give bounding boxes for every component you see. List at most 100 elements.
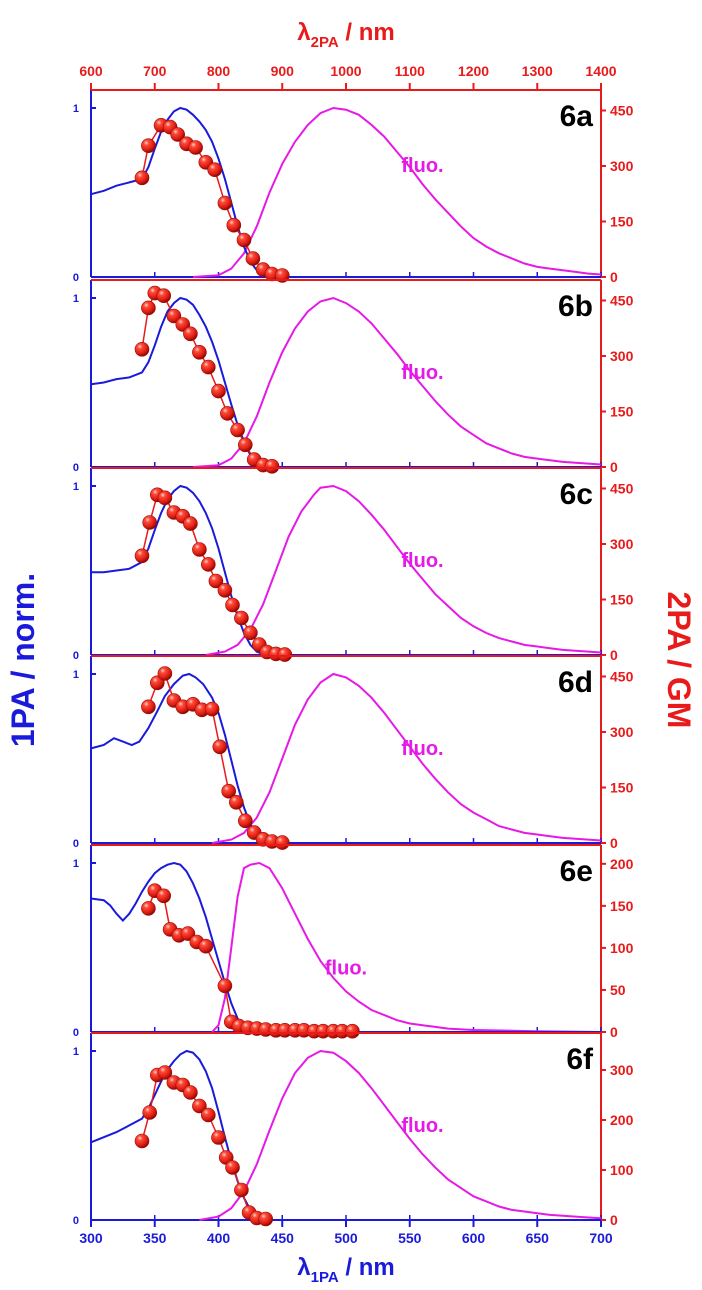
two-photon-point [234, 610, 249, 626]
panel-label: 6a [560, 100, 594, 133]
right-tick-label: 100 [610, 1162, 634, 1178]
two-photon-point [170, 127, 185, 142]
right-tick-label: 0 [610, 269, 618, 285]
two-photon-point [157, 1065, 173, 1080]
two-photon-point [204, 701, 220, 717]
bottom-tick-label: 550 [398, 1230, 422, 1246]
two-photon-point [220, 406, 235, 421]
top-axis-title: λ2PA / nm [297, 19, 394, 51]
two-photon-point [217, 195, 233, 211]
two-photon-point [192, 542, 207, 557]
two-photon-line [141, 124, 283, 277]
fluo-label: fluo. [401, 155, 443, 177]
two-photon-point [345, 1023, 360, 1039]
two-photon-point [221, 783, 236, 799]
two-photon-point [142, 1105, 157, 1120]
two-photon-point [134, 341, 150, 357]
left-tick-label: 1 [73, 1046, 79, 1058]
bottom-tick-label: 350 [143, 1230, 167, 1246]
panel-label: 6f [566, 1043, 594, 1076]
two-photon-point [198, 938, 214, 954]
right-tick-label: 200 [610, 856, 634, 872]
right-tick-label: 150 [610, 780, 634, 796]
two-photon-point [217, 582, 233, 598]
two-photon-point [157, 666, 173, 681]
right-tick-label: 0 [610, 1212, 618, 1228]
fluo-label: fluo. [401, 1115, 443, 1137]
panel-label: 6b [558, 290, 593, 323]
panel-label: 6d [558, 666, 593, 699]
fluorescence-line [211, 672, 602, 844]
top-tick-label: 1200 [458, 63, 489, 79]
two-photon-point [201, 557, 216, 572]
fluo-label: fluo. [401, 550, 443, 572]
left-tick-label: 0 [73, 272, 79, 284]
two-photon-point [258, 1211, 274, 1227]
two-photon-line [141, 1071, 266, 1220]
bottom-tick-label: 400 [207, 1230, 231, 1246]
bottom-tick-label: 650 [526, 1230, 550, 1246]
fluo-label: fluo. [401, 362, 443, 384]
right-tick-label: 300 [610, 536, 634, 552]
two-photon-point [201, 1107, 216, 1123]
top-tick-label: 1300 [522, 63, 553, 79]
right-tick-label: 0 [610, 647, 618, 663]
two-photon-point [142, 515, 157, 530]
right-tick-label: 50 [610, 982, 626, 998]
two-photon-point [229, 794, 244, 810]
two-photon-point [134, 170, 150, 186]
fluo-label: fluo. [325, 958, 367, 980]
two-photon-line [141, 292, 273, 468]
right-tick-label: 300 [610, 348, 634, 364]
bottom-tick-label: 500 [334, 1230, 358, 1246]
two-photon-point [277, 647, 293, 662]
bottom-tick-label: 450 [271, 1230, 295, 1246]
top-tick-label: 600 [79, 63, 103, 79]
top-tick-label: 700 [143, 63, 167, 79]
absorption-line [90, 861, 601, 1033]
two-photon-point [134, 548, 150, 564]
top-tick-label: 1000 [330, 63, 361, 79]
right-tick-label: 150 [610, 592, 634, 608]
two-photon-point [192, 1098, 207, 1114]
left-tick-label: 0 [73, 838, 79, 850]
top-axis-ticks: 600 700 800 900 1000 1100 1200 1300 1400 [79, 63, 617, 91]
panel-label: 6c [560, 478, 593, 511]
two-photon-point [211, 1130, 226, 1145]
right-tick-label: 0 [610, 459, 618, 475]
two-photon-point [243, 625, 258, 641]
panel-6a: 0 1 0 150 300 450 6a fluo. [73, 89, 634, 285]
two-photon-point [226, 217, 242, 233]
bottom-tick-label: 300 [79, 1230, 103, 1246]
two-photon-point [211, 383, 226, 399]
right-tick-label: 450 [610, 669, 634, 685]
fluo-label: fluo. [401, 738, 443, 760]
two-photon-point [141, 699, 156, 715]
two-photon-line [147, 889, 353, 1032]
right-tick-label: 450 [610, 293, 634, 309]
bottom-tick-label: 600 [462, 1230, 486, 1246]
two-photon-point [238, 437, 253, 453]
panels: 0 1 0 150 300 450 6a fluo. 0 1 0 150 300 450 6b fluo. 0 1… [73, 89, 634, 1228]
right-tick-label: 0 [610, 1024, 618, 1040]
two-photon-point [141, 901, 156, 916]
bottom-tick-label: 700 [589, 1230, 613, 1246]
two-photon-point [156, 888, 171, 904]
two-photon-point [134, 1133, 150, 1149]
left-tick-label: 0 [73, 462, 79, 474]
two-photon-point [141, 300, 156, 316]
panel-6e: 0 1 0 50 100 150 200 6e fluo. [73, 844, 634, 1040]
fluorescence-line [192, 106, 602, 278]
two-photon-point [234, 1182, 249, 1198]
two-photon-point [141, 138, 156, 153]
left-tick-label: 0 [73, 650, 79, 662]
fluorescence-line [205, 484, 602, 656]
left-tick-label: 1 [73, 481, 79, 493]
fluorescence-line [192, 296, 602, 468]
bottom-axis-ticks: 300 350 400 450 500 550 600 650 700 [79, 1220, 613, 1246]
fluorescence-line [211, 861, 602, 1033]
two-photon-point [183, 1085, 198, 1100]
right-tick-label: 0 [610, 835, 618, 851]
two-photon-point [217, 978, 233, 994]
right-tick-label: 300 [610, 1062, 634, 1078]
